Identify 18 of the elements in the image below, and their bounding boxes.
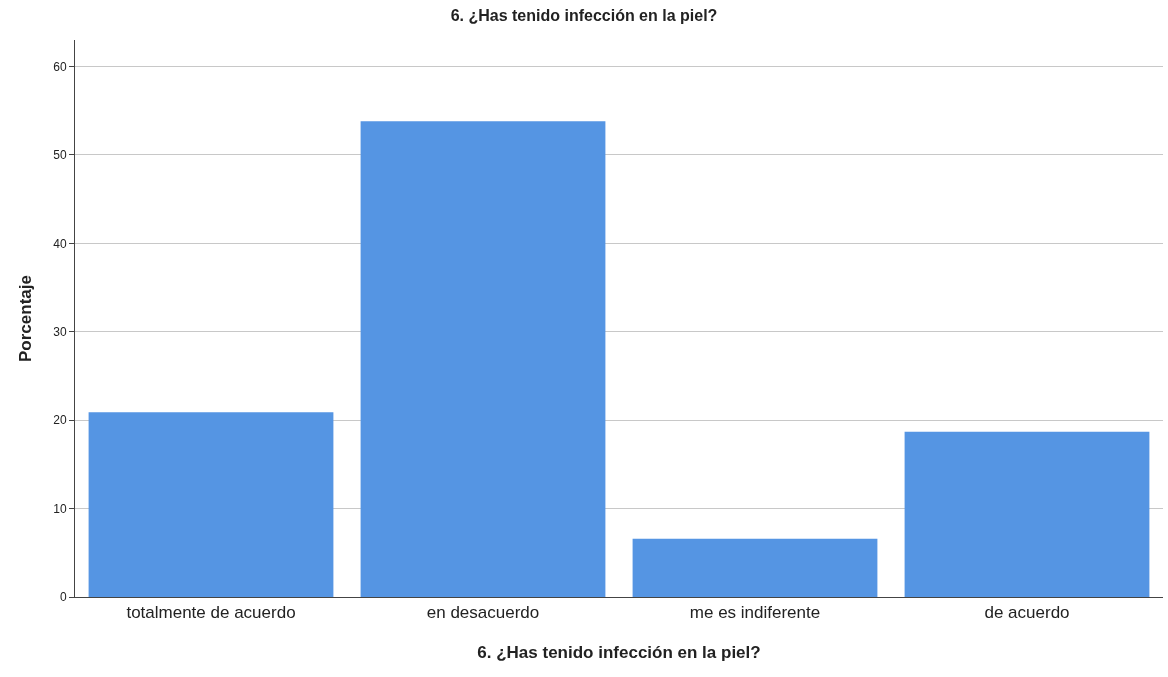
- y-tick-label: 10: [53, 501, 67, 516]
- y-axis-title: Porcentaje: [16, 275, 35, 362]
- chart-title: 6. ¿Has tenido infección en la piel?: [450, 7, 718, 25]
- x-tick-label: en desacuerdo: [426, 603, 540, 623]
- x-tick-label: de acuerdo: [984, 603, 1070, 623]
- y-tick-label: 20: [53, 413, 67, 428]
- y-tick-label: 30: [53, 324, 67, 339]
- bar: [904, 431, 1150, 597]
- y-tick-label: 40: [53, 236, 67, 251]
- y-tick-label: 50: [53, 148, 67, 163]
- bar: [88, 412, 334, 597]
- y-tick-label: 60: [53, 59, 67, 74]
- x-axis-title: 6. ¿Has tenido infección en la piel?: [477, 643, 761, 662]
- y-tick-label: 0: [59, 590, 67, 605]
- x-tick-label: me es indiferente: [689, 603, 821, 623]
- bar: [360, 121, 606, 597]
- bar: [632, 538, 878, 597]
- x-tick-label: totalmente de acuerdo: [126, 603, 296, 623]
